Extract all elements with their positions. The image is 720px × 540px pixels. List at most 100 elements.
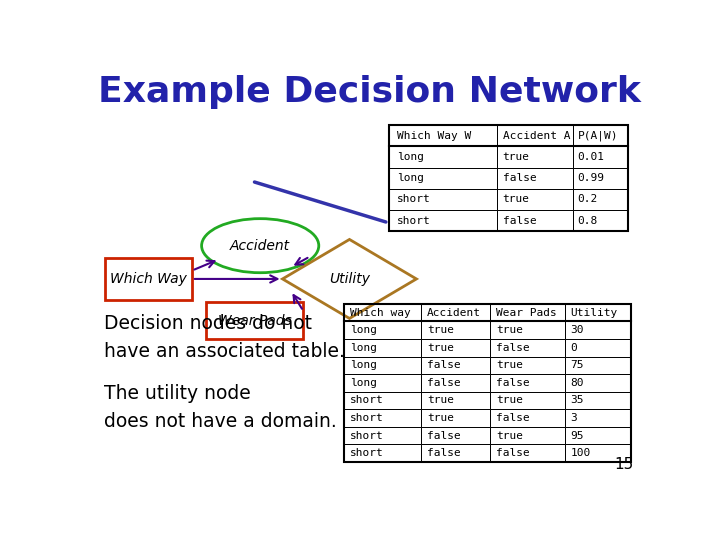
- Bar: [490, 392, 565, 409]
- Text: long: long: [350, 325, 377, 335]
- Bar: [421, 392, 490, 409]
- Text: short: short: [397, 215, 431, 226]
- Bar: [490, 444, 565, 462]
- Text: Accident A: Accident A: [503, 131, 570, 141]
- Text: 0.99: 0.99: [577, 173, 605, 183]
- Text: 30: 30: [570, 325, 584, 335]
- Bar: [389, 125, 629, 231]
- Text: true: true: [496, 325, 523, 335]
- Text: 15: 15: [615, 457, 634, 472]
- Text: false: false: [427, 378, 461, 388]
- Text: long: long: [397, 152, 424, 162]
- Bar: [389, 188, 497, 210]
- Text: Utility: Utility: [570, 308, 618, 318]
- Text: The utility node
does not have a domain.: The utility node does not have a domain.: [104, 384, 337, 431]
- Text: false: false: [496, 413, 530, 423]
- Bar: [565, 356, 631, 374]
- Bar: [573, 210, 629, 231]
- Bar: [105, 258, 192, 300]
- Bar: [421, 444, 490, 462]
- Bar: [421, 321, 490, 339]
- Text: false: false: [503, 173, 536, 183]
- Bar: [490, 374, 565, 392]
- Text: 75: 75: [570, 360, 584, 370]
- Text: 0.8: 0.8: [577, 215, 598, 226]
- Bar: [573, 167, 629, 188]
- Bar: [344, 304, 631, 462]
- Text: 3: 3: [570, 413, 577, 423]
- Text: short: short: [350, 413, 384, 423]
- Text: true: true: [496, 430, 523, 441]
- Bar: [344, 321, 421, 339]
- Text: short: short: [397, 194, 431, 204]
- Text: true: true: [427, 413, 454, 423]
- Ellipse shape: [202, 219, 319, 273]
- Text: Which way: Which way: [350, 308, 411, 318]
- Text: false: false: [496, 343, 530, 353]
- Text: Which Way W: Which Way W: [397, 131, 472, 141]
- Bar: [421, 356, 490, 374]
- Bar: [490, 409, 565, 427]
- Bar: [344, 304, 421, 321]
- Bar: [490, 304, 565, 321]
- Text: false: false: [427, 448, 461, 458]
- Text: long: long: [350, 378, 377, 388]
- Bar: [389, 146, 497, 167]
- Bar: [573, 188, 629, 210]
- Bar: [421, 409, 490, 427]
- Bar: [497, 167, 573, 188]
- Text: Which Way: Which Way: [110, 272, 187, 286]
- Text: false: false: [496, 448, 530, 458]
- Text: short: short: [350, 430, 384, 441]
- Text: true: true: [503, 194, 530, 204]
- Text: 0: 0: [570, 343, 577, 353]
- Text: true: true: [427, 395, 454, 406]
- Bar: [565, 321, 631, 339]
- Text: 95: 95: [570, 430, 584, 441]
- Bar: [421, 427, 490, 444]
- Text: false: false: [496, 378, 530, 388]
- Bar: [565, 374, 631, 392]
- Text: 0.2: 0.2: [577, 194, 598, 204]
- Bar: [490, 321, 565, 339]
- Bar: [565, 409, 631, 427]
- Bar: [344, 392, 421, 409]
- Bar: [565, 427, 631, 444]
- Bar: [490, 356, 565, 374]
- Bar: [344, 339, 421, 356]
- Text: Wear Pads: Wear Pads: [217, 314, 292, 328]
- Bar: [497, 125, 573, 146]
- Bar: [344, 444, 421, 462]
- Text: long: long: [350, 343, 377, 353]
- Text: Utility: Utility: [329, 272, 370, 286]
- Text: 100: 100: [570, 448, 590, 458]
- Text: false: false: [427, 360, 461, 370]
- Bar: [344, 427, 421, 444]
- Bar: [497, 146, 573, 167]
- Text: true: true: [496, 360, 523, 370]
- Bar: [573, 146, 629, 167]
- Bar: [389, 210, 497, 231]
- Text: Example Decision Network: Example Decision Network: [98, 75, 640, 109]
- Text: 80: 80: [570, 378, 584, 388]
- Text: 0.01: 0.01: [577, 152, 605, 162]
- Text: false: false: [503, 215, 536, 226]
- Text: Accident: Accident: [427, 308, 481, 318]
- Bar: [344, 409, 421, 427]
- Text: long: long: [397, 173, 424, 183]
- Text: Wear Pads: Wear Pads: [496, 308, 557, 318]
- Bar: [344, 374, 421, 392]
- Bar: [565, 444, 631, 462]
- Bar: [389, 167, 497, 188]
- Text: true: true: [503, 152, 530, 162]
- Bar: [573, 125, 629, 146]
- Bar: [565, 392, 631, 409]
- Bar: [389, 125, 497, 146]
- Bar: [421, 339, 490, 356]
- Text: P(A|W): P(A|W): [577, 131, 618, 141]
- Bar: [421, 374, 490, 392]
- Text: 35: 35: [570, 395, 584, 406]
- Text: false: false: [427, 430, 461, 441]
- Bar: [490, 339, 565, 356]
- Bar: [497, 188, 573, 210]
